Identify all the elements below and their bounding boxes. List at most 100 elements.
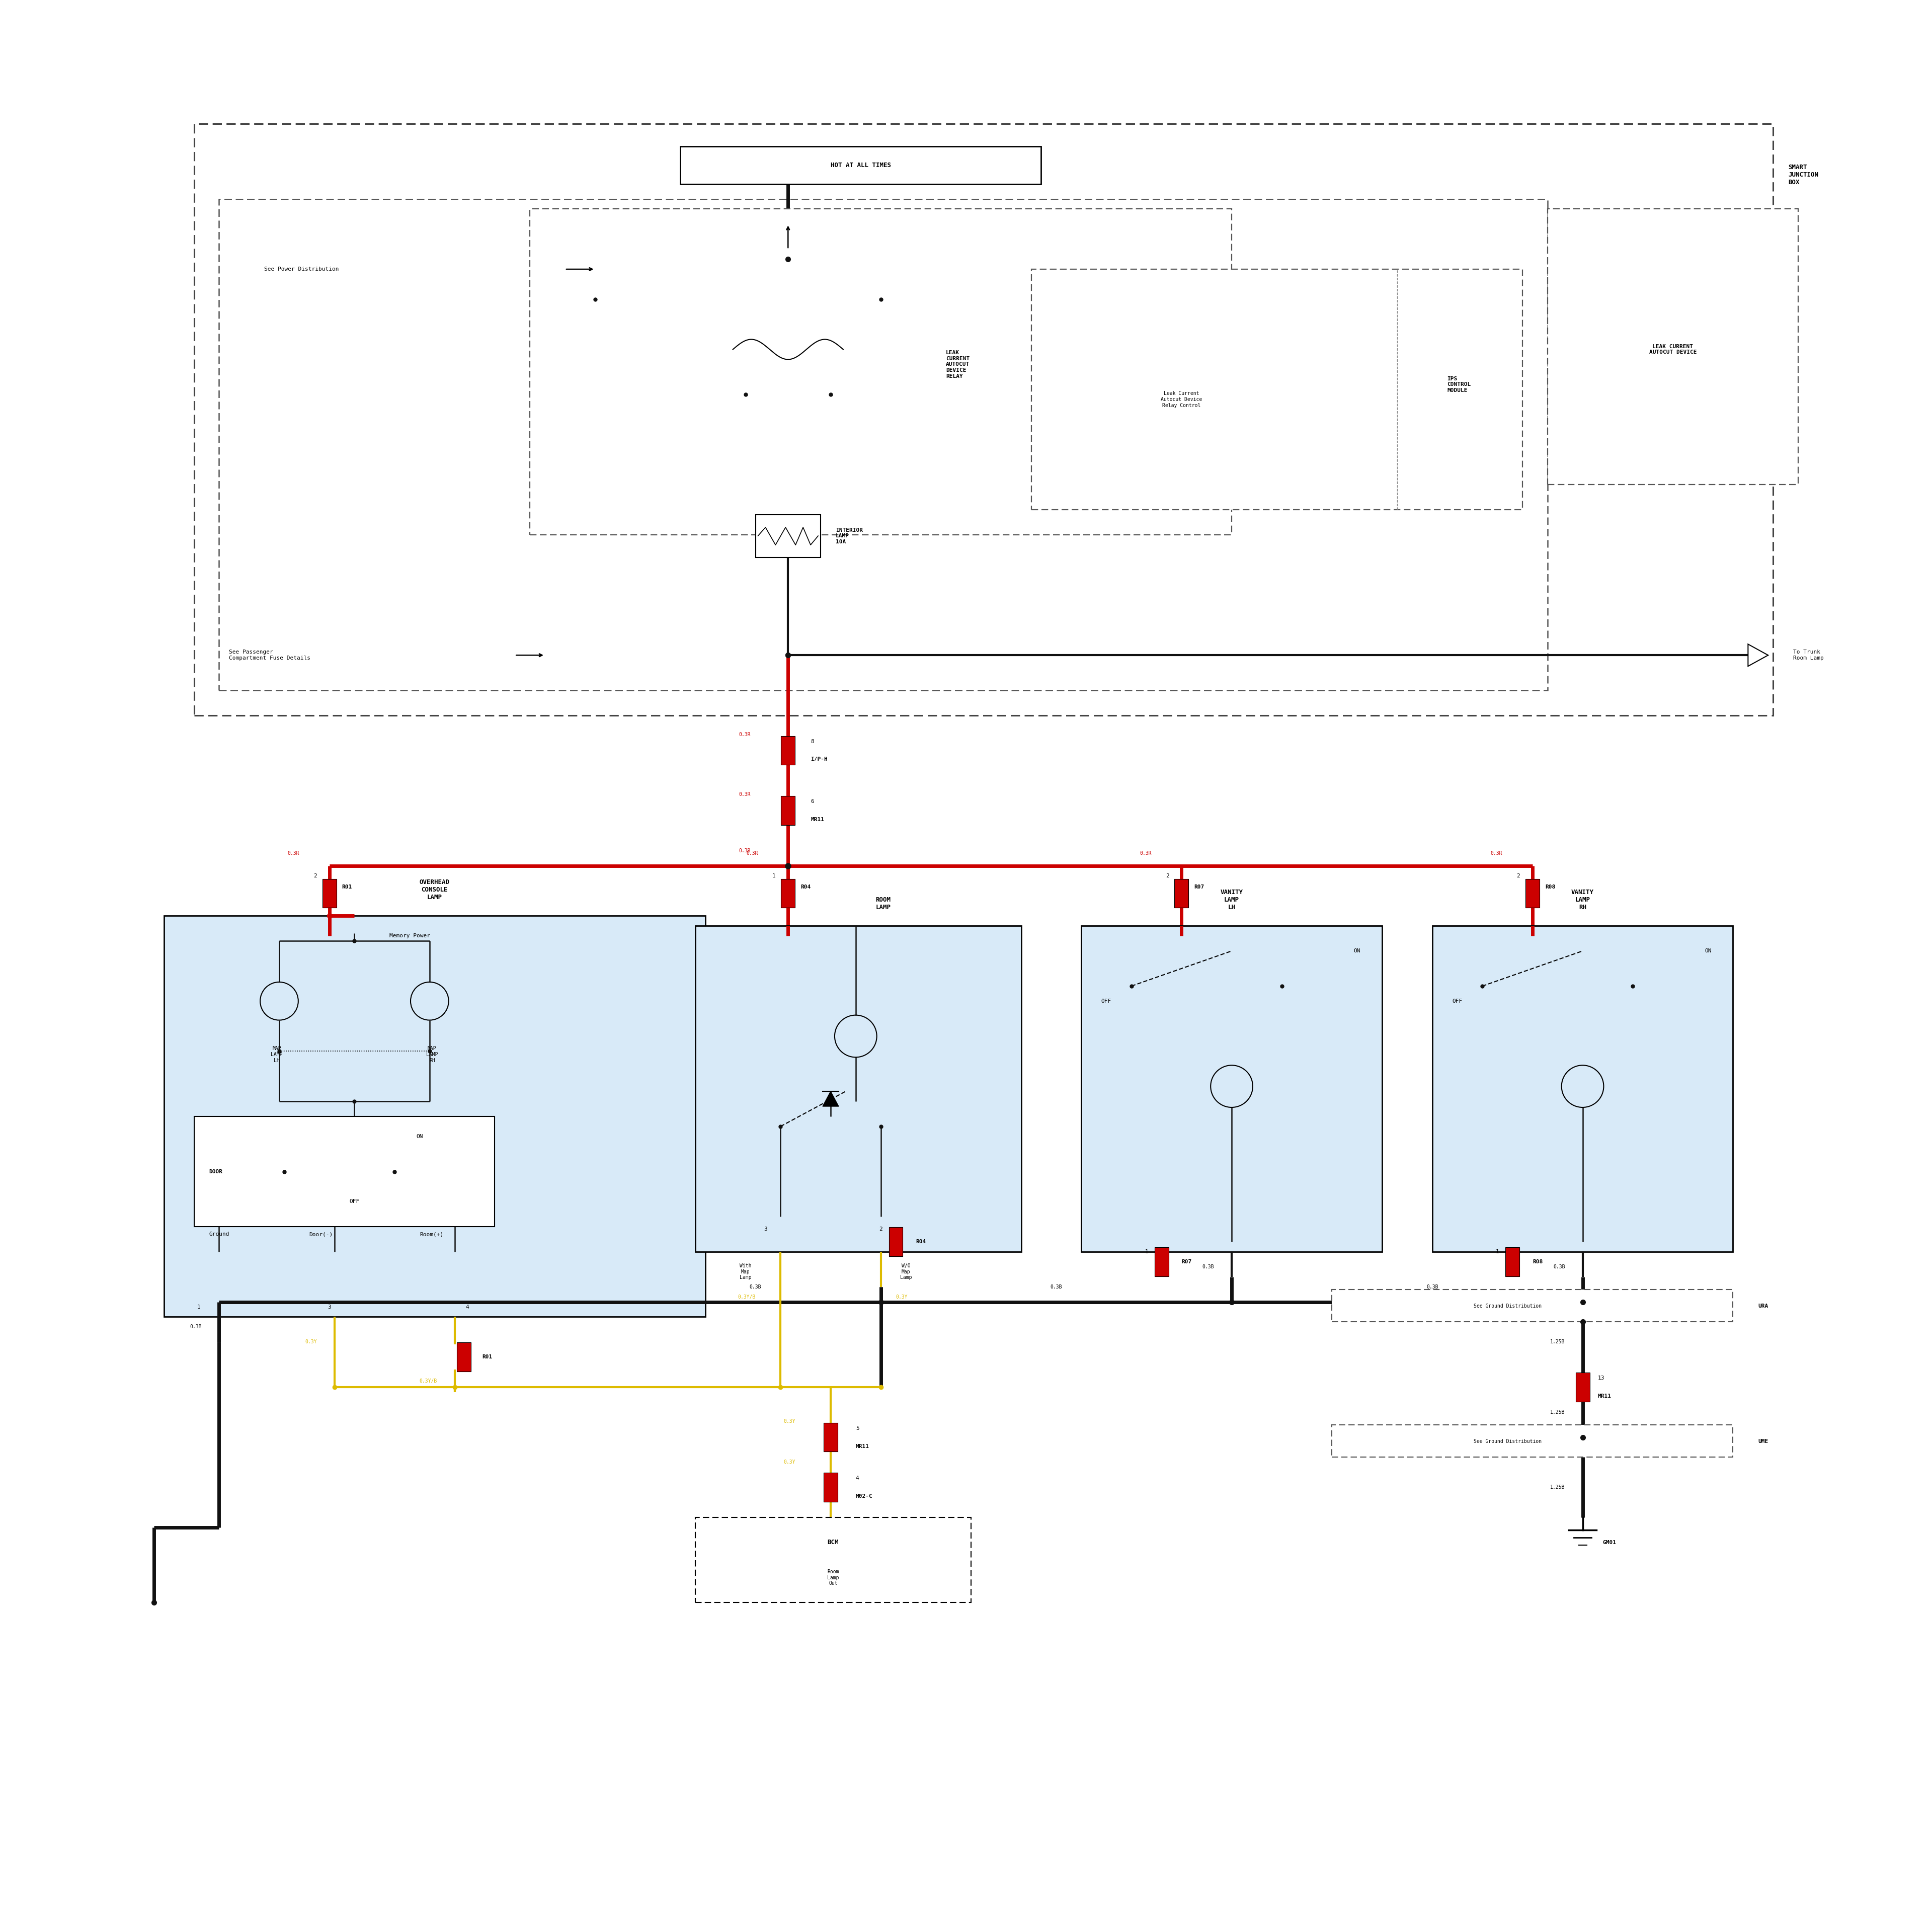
Text: 13: 13 [1598, 1376, 1604, 1381]
Bar [781, 796, 796, 825]
Bar [1505, 1248, 1519, 1277]
Text: DOOR: DOOR [209, 1169, 222, 1175]
Text: Room
Lamp
Out: Room Lamp Out [827, 1569, 838, 1586]
Text: 0.3Y: 0.3Y [896, 1294, 908, 1300]
Text: See Ground Distribution: See Ground Distribution [1474, 1304, 1542, 1308]
Text: See Ground Distribution: See Ground Distribution [1474, 1439, 1542, 1443]
Text: 1.25B: 1.25B [1549, 1486, 1565, 1490]
Bar [1432, 925, 1733, 1252]
Text: 6: 6 [811, 800, 813, 804]
Text: ON: ON [415, 1134, 423, 1140]
Text: 4: 4 [466, 1304, 469, 1310]
Text: I/P-H: I/P-H [811, 757, 827, 761]
Text: Door(-): Door(-) [309, 1233, 332, 1236]
Text: MAP
LAMP
RH: MAP LAMP RH [427, 1047, 439, 1063]
Bar [1331, 1289, 1733, 1321]
Bar [193, 1117, 495, 1227]
Text: MAP
LAMP
LH: MAP LAMP LH [270, 1047, 282, 1063]
Text: HOT AT ALL TIMES: HOT AT ALL TIMES [831, 162, 891, 168]
Bar [680, 147, 1041, 184]
Text: See Passenger
Compartment Fuse Details: See Passenger Compartment Fuse Details [230, 649, 311, 661]
Text: UME: UME [1758, 1439, 1768, 1443]
Text: Room(+): Room(+) [419, 1233, 442, 1236]
Text: R08: R08 [1546, 885, 1555, 889]
Bar [456, 1343, 471, 1372]
Text: R01: R01 [342, 885, 352, 889]
Text: VANITY
LAMP
RH: VANITY LAMP RH [1571, 889, 1594, 910]
Text: R04: R04 [800, 885, 811, 889]
Text: 1: 1 [1495, 1250, 1499, 1254]
Text: 0.3R: 0.3R [1140, 850, 1151, 856]
Text: 0.3Y: 0.3Y [784, 1461, 796, 1464]
Text: OFF: OFF [1101, 999, 1111, 1003]
Bar [696, 925, 1022, 1252]
Bar [1032, 269, 1522, 510]
Text: IPS
CONTROL
MODULE: IPS CONTROL MODULE [1447, 377, 1470, 392]
Text: 0.3B: 0.3B [750, 1285, 761, 1289]
Text: To Trunk
Room Lamp: To Trunk Room Lamp [1793, 649, 1824, 661]
Text: OFF: OFF [1453, 999, 1463, 1003]
Text: LEAK
CURRENT
AUTOCUT
DEVICE
RELAY: LEAK CURRENT AUTOCUT DEVICE RELAY [947, 350, 970, 379]
Text: 0.3B: 0.3B [189, 1325, 201, 1329]
Bar [1082, 925, 1381, 1252]
Text: 2: 2 [1517, 873, 1520, 879]
Bar [529, 209, 1233, 535]
Text: 0.3B: 0.3B [1426, 1285, 1437, 1289]
Bar [696, 1517, 972, 1604]
Text: Memory Power: Memory Power [388, 933, 431, 939]
Text: Ground: Ground [209, 1233, 230, 1236]
Text: 8: 8 [811, 738, 813, 744]
Text: R04: R04 [916, 1238, 925, 1244]
Text: 1: 1 [773, 873, 775, 879]
Bar [1577, 1372, 1590, 1401]
Text: R07: R07 [1194, 885, 1204, 889]
Text: 2: 2 [1165, 873, 1169, 879]
Text: 0.3Y/B: 0.3Y/B [738, 1294, 755, 1300]
Text: W/O
Map
Lamp: W/O Map Lamp [900, 1264, 912, 1281]
Bar [1331, 1424, 1733, 1457]
Text: MR11: MR11 [811, 817, 825, 823]
Text: Leak Current
Autocut Device
Relay Control: Leak Current Autocut Device Relay Contro… [1161, 390, 1202, 408]
Text: R01: R01 [483, 1354, 493, 1360]
Text: SMART
JUNCTION
BOX: SMART JUNCTION BOX [1789, 164, 1818, 185]
Text: 0.3R: 0.3R [738, 732, 750, 736]
Text: 0.3Y: 0.3Y [784, 1418, 796, 1424]
Text: 3: 3 [763, 1227, 767, 1233]
Text: With
Map
Lamp: With Map Lamp [740, 1264, 752, 1281]
Text: VANITY
LAMP
LH: VANITY LAMP LH [1221, 889, 1242, 910]
Bar [323, 879, 336, 908]
Bar [193, 124, 1774, 715]
Text: 0.3B: 0.3B [1202, 1264, 1213, 1269]
Text: 1.25B: 1.25B [1549, 1339, 1565, 1345]
Text: 1: 1 [197, 1304, 201, 1310]
Text: 5: 5 [856, 1426, 860, 1432]
Bar [781, 736, 796, 765]
Bar [823, 1472, 838, 1501]
Text: 1: 1 [1146, 1250, 1148, 1254]
Bar [823, 1422, 838, 1451]
Text: 1.25B: 1.25B [1549, 1410, 1565, 1414]
Text: 0.3Y/B: 0.3Y/B [419, 1379, 437, 1383]
Bar [1175, 879, 1188, 908]
Polygon shape [823, 1092, 838, 1107]
Text: 0.3R: 0.3R [1492, 850, 1503, 856]
Bar [1155, 1248, 1169, 1277]
Text: URA: URA [1758, 1304, 1768, 1308]
Bar [164, 916, 705, 1318]
Bar [889, 1227, 902, 1256]
Bar [218, 199, 1548, 690]
Text: INTERIOR
LAMP
10A: INTERIOR LAMP 10A [837, 527, 864, 545]
Text: 0.3R: 0.3R [746, 850, 757, 856]
Text: OFF: OFF [350, 1200, 359, 1204]
Text: MR11: MR11 [856, 1443, 869, 1449]
Text: 0.3R: 0.3R [288, 850, 299, 856]
Text: LEAK CURRENT
AUTOCUT DEVICE: LEAK CURRENT AUTOCUT DEVICE [1650, 344, 1696, 355]
Text: ROOM
LAMP: ROOM LAMP [875, 896, 891, 910]
Text: 2: 2 [879, 1227, 883, 1233]
Text: 0.3R: 0.3R [738, 792, 750, 798]
Text: ON: ON [1354, 949, 1360, 954]
Text: GM01: GM01 [1604, 1540, 1617, 1546]
Text: 4: 4 [856, 1476, 860, 1480]
Bar [755, 514, 821, 558]
Text: R08: R08 [1532, 1260, 1542, 1264]
